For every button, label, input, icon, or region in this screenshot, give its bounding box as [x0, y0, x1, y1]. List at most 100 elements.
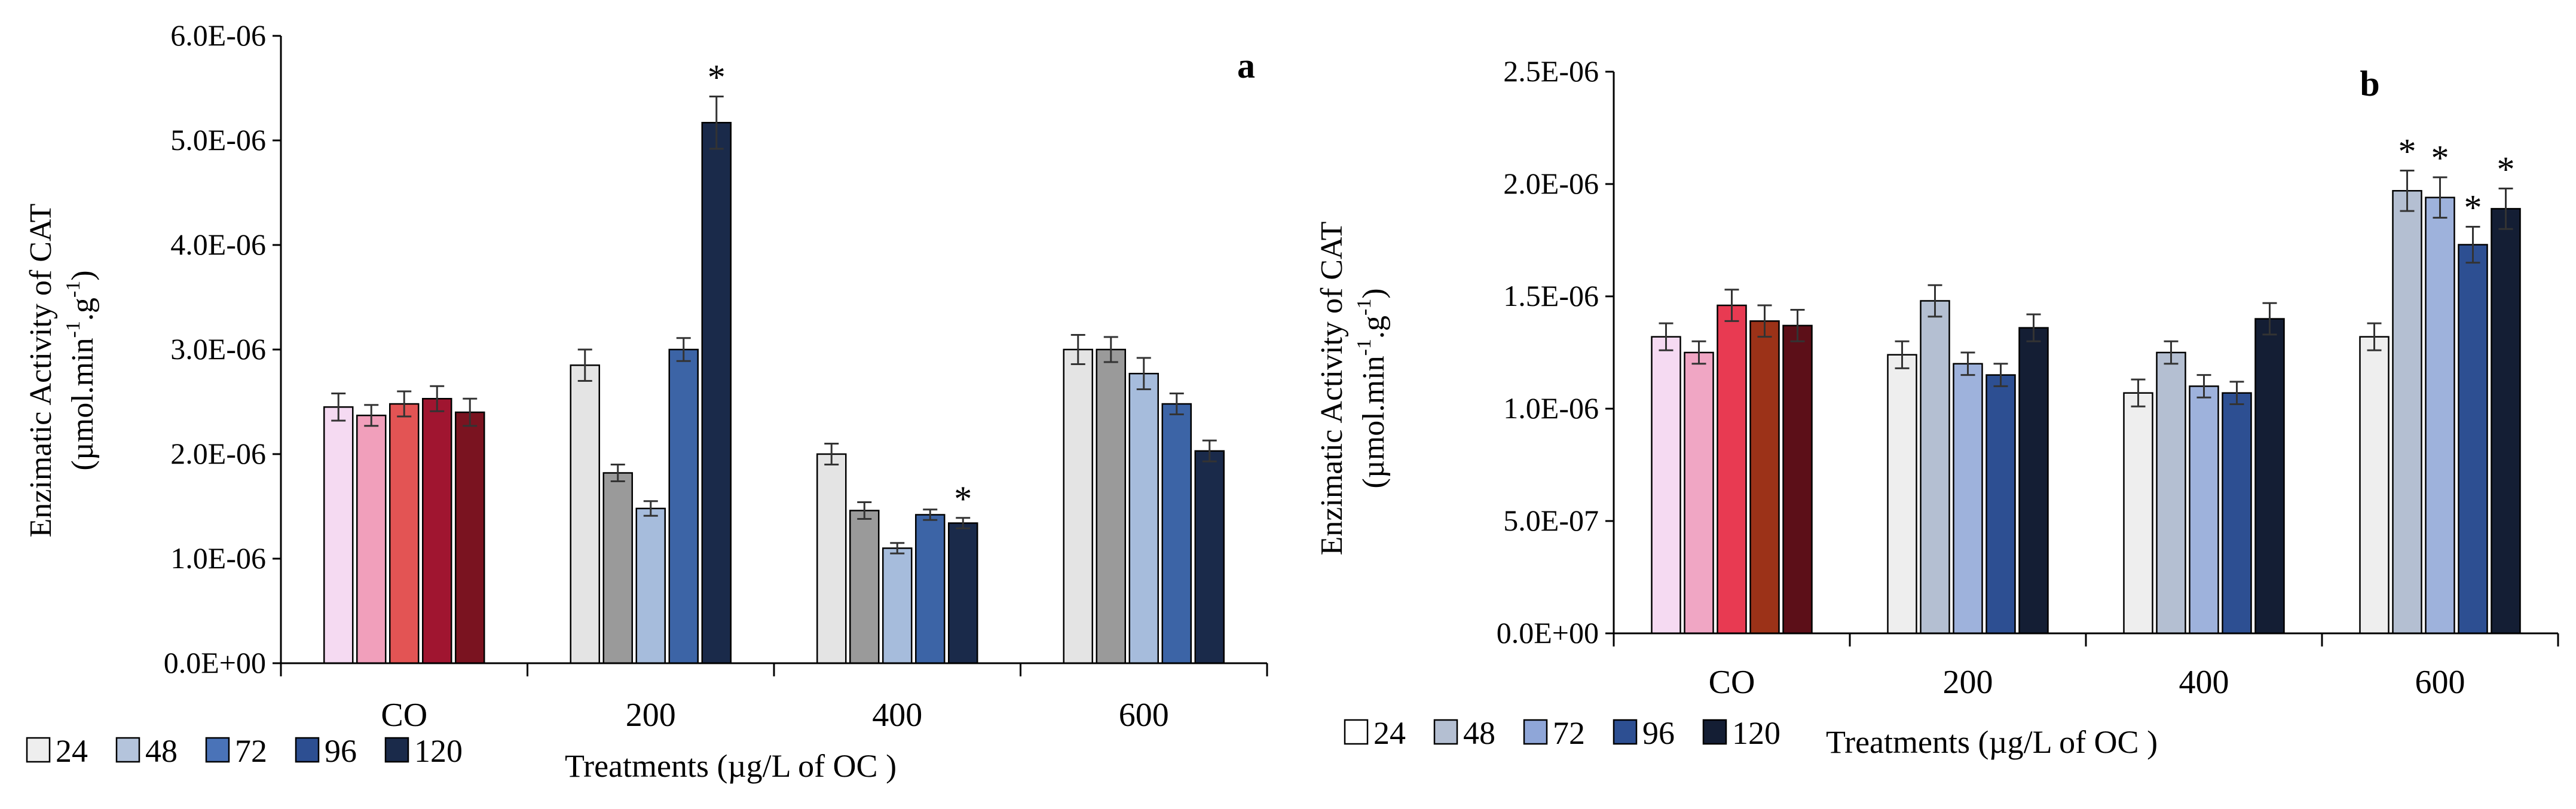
bar: [1194, 450, 1225, 664]
category-label: 400: [872, 697, 922, 734]
y-tick-label: 5.0E-06: [170, 123, 266, 157]
y-axis-title: Enzimatic Activity of CAT (µmol.min-1.g-…: [1315, 222, 1391, 556]
legend-swatch: [295, 737, 320, 763]
significance-star: *: [2431, 139, 2449, 178]
legend-label: 48: [1463, 715, 1495, 751]
y-axis-label: Enzimatic Activity of CAT: [1315, 222, 1349, 556]
y-unit-part: .g: [66, 298, 100, 321]
legend-swatch: [384, 737, 409, 763]
bar: [2359, 336, 2390, 635]
legend-swatch: [1433, 719, 1458, 745]
legend-label: 72: [235, 733, 267, 769]
x-axis-label: Treatments (µg/L of OC ): [565, 748, 897, 784]
legend-swatch: [115, 737, 140, 763]
y-tick-label: 2.0E-06: [170, 437, 266, 470]
significance-star: *: [708, 58, 726, 97]
axes: [280, 36, 1268, 676]
bar: [1717, 304, 1747, 635]
y-unit-part: ): [1357, 288, 1391, 298]
y-unit-part: .g: [1357, 315, 1391, 339]
bar: [1782, 324, 1813, 635]
y-tick-label: 2.0E-06: [1503, 167, 1599, 200]
bar: [1684, 351, 1714, 635]
panel-label: b: [2360, 64, 2379, 103]
y-axis-label: Enzimatic Activity of CAT: [24, 204, 58, 538]
category-label: 200: [626, 697, 676, 734]
bar: [2156, 351, 2186, 635]
legend-label: 96: [325, 733, 357, 769]
y-tick-label: 0.0E+00: [1497, 616, 1599, 649]
bar: [1651, 336, 1681, 635]
legend-swatch: [1702, 719, 1727, 745]
y-axis-title: Enzimatic Activity of CAT (µmol.min-1.g-…: [24, 204, 100, 538]
legend: 24 48 72 96 120: [26, 733, 463, 769]
significance-markers: * * * *: [2398, 131, 2515, 227]
significance-star: *: [954, 479, 972, 519]
bar: [2123, 392, 2153, 635]
y-axis-ticks: 0.0E+00 1.0E-06 2.0E-06 3.0E-06 4.0E-06 5.0E-…: [164, 19, 281, 679]
significance-star: *: [2497, 150, 2515, 189]
bars: [1651, 169, 2521, 635]
bar: [915, 514, 946, 664]
bar: [668, 348, 699, 664]
y-tick-label: 1.5E-06: [1503, 279, 1599, 312]
bar: [1887, 354, 1917, 635]
bar: [455, 411, 485, 664]
category-label: CO: [381, 697, 427, 734]
bar: [389, 403, 420, 664]
legend: 24 48 72 96 120: [1344, 715, 1780, 751]
bar: [1749, 320, 1780, 635]
panel-label: a: [1237, 46, 1255, 85]
legend-label: 24: [1373, 715, 1406, 751]
x-axis-label: Treatments (µg/L of OC ): [1826, 724, 2158, 760]
legend-swatch: [1344, 719, 1369, 745]
y-tick-label: 0.0E+00: [164, 646, 266, 679]
bar: [816, 453, 847, 664]
bar: [701, 122, 732, 664]
y-axis-ticks: 0.0E+00 5.0E-07 1.0E-06 1.5E-06 2.0E-06 2.5E-…: [1497, 54, 1614, 649]
y-tick-label: 1.0E-06: [170, 541, 266, 575]
y-unit-part: ): [66, 270, 100, 280]
y-unit-sup: -1: [62, 281, 84, 298]
y-tick-label: 1.0E-06: [1503, 391, 1599, 425]
legend-swatch: [205, 737, 230, 763]
bar: [2491, 208, 2521, 635]
bar: [2189, 385, 2219, 635]
x-axis-categories: CO 200 400 600: [381, 697, 1168, 734]
y-unit-sup: -1: [1353, 299, 1375, 315]
category-label: CO: [1709, 664, 1755, 701]
bar: [849, 510, 880, 664]
y-unit-part: (µmol.min: [1357, 356, 1391, 488]
bar: [1953, 363, 1983, 635]
axes: [1613, 72, 2559, 646]
category-label: 600: [1119, 697, 1169, 734]
bar: [356, 415, 387, 664]
bar: [948, 522, 978, 664]
bar: [2254, 318, 2285, 635]
y-unit-part: (µmol.min: [66, 338, 100, 470]
legend-swatch: [1613, 719, 1638, 745]
y-tick-label: 5.0E-07: [1503, 504, 1599, 537]
legend-label: 96: [1642, 715, 1675, 751]
legend-swatch: [26, 737, 51, 763]
bar: [1985, 374, 2016, 635]
bar: [1920, 300, 1950, 635]
x-axis-categories: CO 200 400 600: [1709, 664, 2465, 701]
bar: [323, 406, 354, 664]
chart-panel-b: 0.0E+00 5.0E-07 1.0E-06 1.5E-06 2.0E-06 2.5E-…: [1315, 54, 2559, 760]
chart-panel-a: 0.0E+00 1.0E-06 2.0E-06 3.0E-06 4.0E-06 5.0E-…: [24, 19, 1268, 784]
y-unit-sup: -1: [1353, 339, 1375, 356]
bar: [882, 547, 913, 664]
y-axis-unit: (µmol.min-1.g-1): [1353, 288, 1391, 488]
y-axis-unit: (µmol.min-1.g-1): [62, 270, 100, 470]
bar: [1161, 403, 1192, 664]
significance-star: *: [2398, 131, 2416, 171]
y-tick-label: 3.0E-06: [170, 332, 266, 366]
category-label: 400: [2179, 664, 2229, 701]
bar: [2458, 244, 2488, 635]
category-label: 200: [1943, 664, 1993, 701]
legend-label: 24: [56, 733, 88, 769]
y-tick-label: 6.0E-06: [170, 19, 266, 52]
